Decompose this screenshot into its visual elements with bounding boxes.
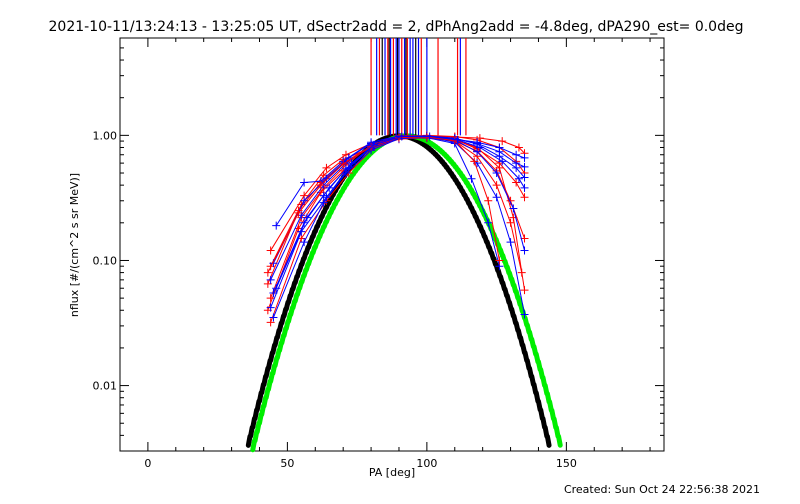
data-point bbox=[493, 193, 501, 201]
y-tick-label: 1.00 bbox=[93, 129, 118, 142]
y-tick-label: 0.10 bbox=[93, 254, 118, 267]
y-axis-label: nflux [#/(cm^2 s sr MeV)] bbox=[68, 173, 81, 317]
x-tick-label: 50 bbox=[280, 457, 294, 470]
plot-frame bbox=[120, 38, 664, 451]
series-line bbox=[273, 137, 524, 318]
data-point bbox=[518, 269, 526, 277]
data-point bbox=[484, 197, 492, 205]
data-point bbox=[507, 238, 515, 246]
chart-title: 2021-10-11/13:24:13 - 13:25:05 UT, dSect… bbox=[49, 19, 744, 35]
x-tick-label: 0 bbox=[144, 457, 151, 470]
data-point bbox=[272, 222, 280, 230]
fit-dash bbox=[547, 436, 549, 445]
data-point bbox=[521, 286, 529, 294]
series-line bbox=[271, 136, 525, 322]
x-axis-label: PA [deg] bbox=[369, 466, 415, 479]
series-0 bbox=[267, 134, 529, 254]
fit-dash bbox=[559, 436, 561, 445]
data-point bbox=[512, 151, 520, 159]
created-timestamp: Created: Sun Oct 24 22:56:38 2021 bbox=[564, 483, 760, 496]
data-point bbox=[521, 154, 529, 162]
data-point bbox=[521, 247, 529, 255]
data-point bbox=[493, 181, 501, 189]
data-point bbox=[509, 205, 517, 213]
data-point bbox=[267, 247, 275, 255]
vertical-markers bbox=[371, 38, 466, 135]
series-line bbox=[268, 135, 525, 284]
x-tick-label: 100 bbox=[416, 457, 437, 470]
data-point bbox=[521, 193, 529, 201]
series-line bbox=[268, 136, 522, 310]
y-tick-label: 0.01 bbox=[93, 380, 118, 393]
x-tick-label: 150 bbox=[556, 457, 577, 470]
data-point bbox=[521, 184, 529, 192]
series-line bbox=[276, 136, 524, 288]
y-axis: 1.00 0.10 0.01 bbox=[93, 38, 665, 451]
data-point bbox=[300, 178, 308, 186]
